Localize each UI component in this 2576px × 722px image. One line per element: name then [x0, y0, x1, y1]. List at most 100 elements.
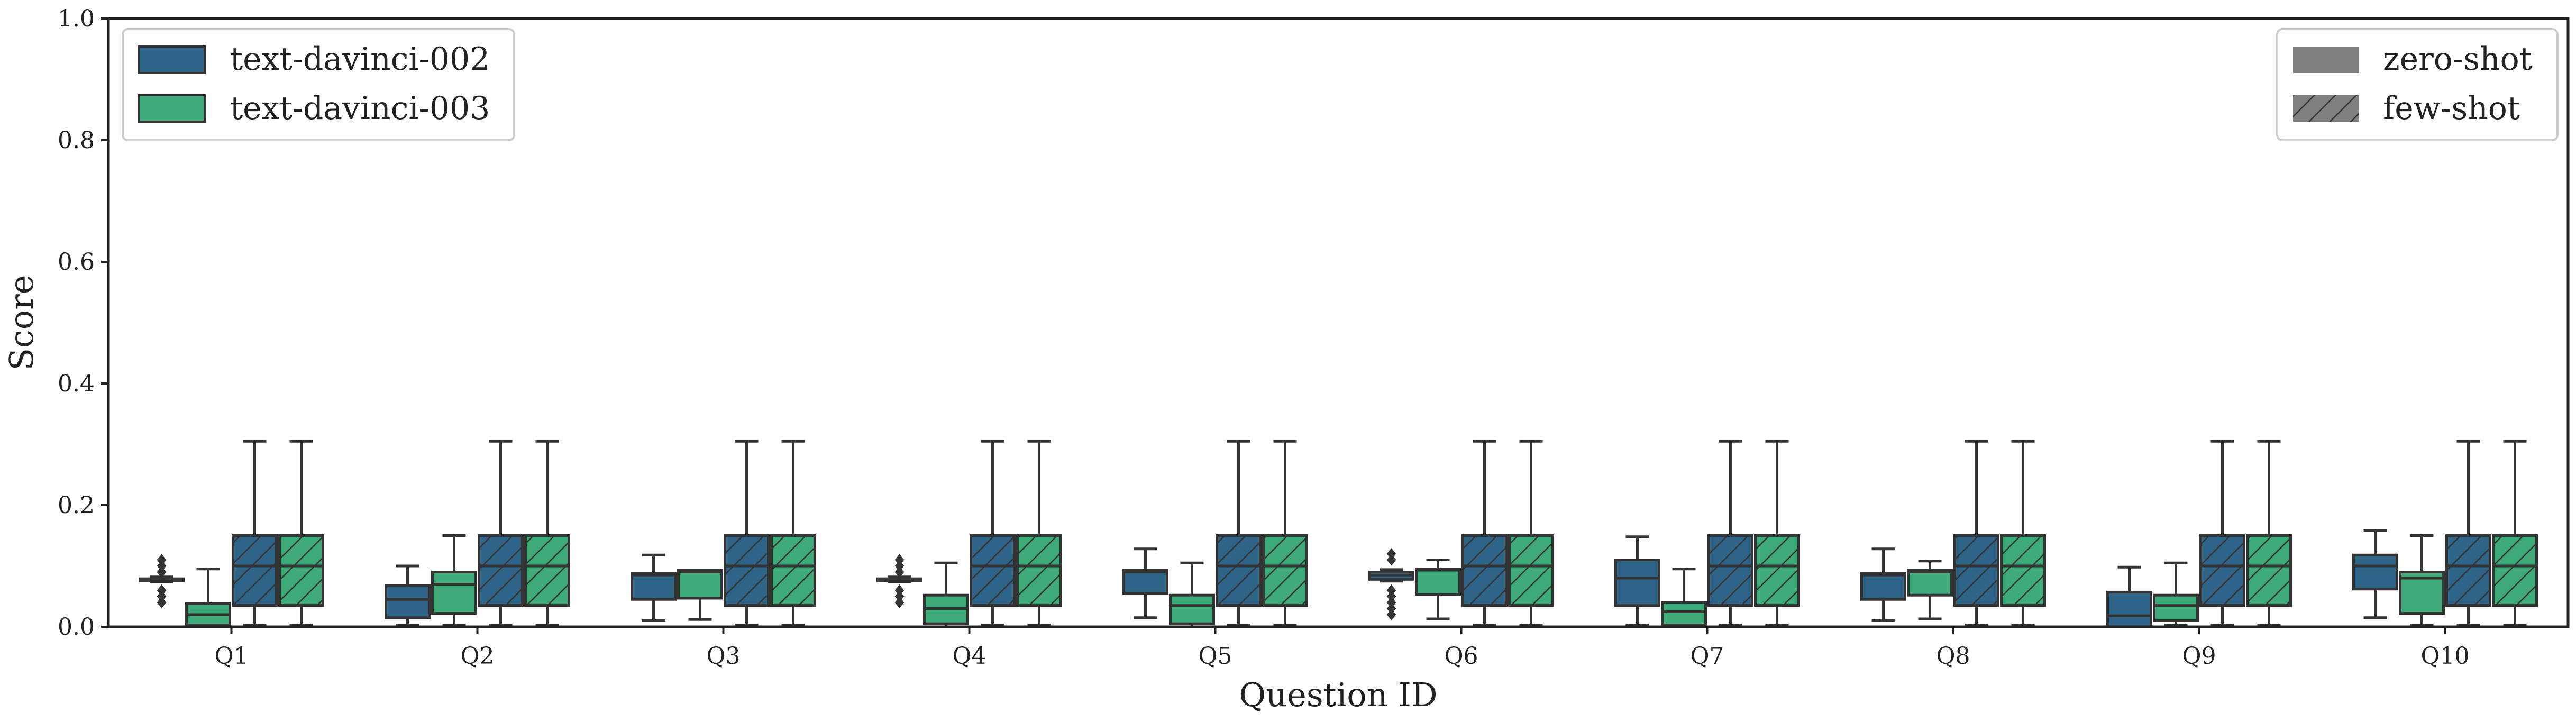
box-q5-text-davinci-003-zero-shot: [1169, 561, 1215, 628]
box-body: [1860, 572, 1906, 601]
box-hatch: [2000, 534, 2046, 607]
flier-point: [894, 566, 905, 578]
box-marks: [139, 440, 2538, 628]
box-q1-text-davinci-002-zero-shot: [139, 554, 185, 608]
box-q1-text-davinci-002-few-shot: [232, 440, 278, 627]
flier-point: [157, 590, 167, 602]
x-tick-label-q10: Q10: [2420, 643, 2469, 670]
box-hatch: [524, 534, 570, 607]
flier-point: [157, 554, 167, 566]
box-hatch: [478, 534, 524, 607]
box-hatch: [1262, 534, 1308, 607]
box-hatch: [1754, 534, 1800, 607]
box-hatch: [232, 534, 278, 607]
box-hatch: [2445, 534, 2491, 607]
x-tick-label-q7: Q7: [1690, 643, 1724, 670]
x-tick-label-q6: Q6: [1444, 643, 1478, 670]
box-hatch: [724, 534, 770, 607]
y-axis: 0.0 0.2 0.4 0.6 0.8 1.0: [58, 5, 108, 641]
y-tick-label: 0.2: [58, 492, 95, 519]
box-body: [2106, 590, 2152, 628]
box-q3-text-davinci-003-few-shot: [770, 440, 816, 627]
box-body: [1907, 569, 1953, 597]
box-q4-text-davinci-003-few-shot: [1016, 440, 1062, 627]
box-body: [2153, 593, 2199, 622]
flier-point: [157, 566, 167, 578]
box-q2-text-davinci-002-few-shot: [478, 440, 524, 627]
x-axis-label: Question ID: [1239, 675, 1437, 714]
x-tick-label-q8: Q8: [1936, 643, 1970, 670]
x-tick-label-q1: Q1: [214, 643, 248, 670]
box-q10-text-davinci-002-zero-shot: [2352, 529, 2398, 619]
x-tick-label-q2: Q2: [460, 643, 494, 670]
box-q6-text-davinci-002-zero-shot: [1368, 548, 1414, 620]
box-q4-text-davinci-002-few-shot: [970, 440, 1016, 627]
box-q9-text-davinci-002-zero-shot: [2106, 565, 2152, 628]
flier-point: [894, 597, 905, 608]
box-hatch: [2199, 534, 2245, 607]
box-hatch: [770, 534, 816, 607]
box-q3-text-davinci-003-zero-shot: [677, 569, 723, 621]
box-q10-text-davinci-003-zero-shot: [2399, 534, 2445, 627]
legend-label-zero-shot: zero-shot: [2383, 41, 2532, 78]
box-q5-text-davinci-002-zero-shot: [1122, 547, 1168, 619]
y-tick-label: 1.0: [58, 5, 95, 32]
box-body: [385, 584, 431, 619]
box-body: [2352, 553, 2398, 591]
flier-point: [1386, 554, 1396, 566]
flier-point: [157, 560, 167, 572]
box-body: [677, 569, 723, 600]
box-q4-text-davinci-002-zero-shot: [876, 554, 922, 608]
box-q10-text-davinci-003-few-shot: [2492, 440, 2538, 627]
box-q8-text-davinci-003-few-shot: [2000, 440, 2046, 627]
flier-point: [894, 560, 905, 572]
box-body: [1614, 559, 1660, 607]
box-hatch: [1216, 534, 1262, 607]
legend-swatch-zero-shot: [2293, 47, 2359, 73]
box-q9-text-davinci-003-few-shot: [2246, 440, 2292, 627]
box-q8-text-davinci-002-zero-shot: [1860, 547, 1906, 622]
box-body: [431, 571, 477, 615]
legend-swatch-few-shot-hatch: [2293, 95, 2359, 122]
box-hatch: [2492, 534, 2538, 607]
legend-swatch-text-davinci-003: [138, 94, 206, 123]
legend-swatch-text-davinci-002: [138, 45, 206, 74]
flier-point: [1386, 602, 1396, 615]
box-body: [1661, 601, 1707, 627]
box-q4-text-davinci-003-zero-shot: [923, 561, 969, 628]
flier-point: [1386, 548, 1396, 560]
box-hatch: [1953, 534, 1999, 607]
box-q9-text-davinci-003-zero-shot: [2153, 561, 2199, 627]
box-q9-text-davinci-002-few-shot: [2199, 440, 2245, 627]
box-q3-text-davinci-002-few-shot: [724, 440, 770, 627]
box-q1-text-davinci-003-few-shot: [278, 440, 324, 627]
y-tick-label: 0.0: [58, 614, 95, 641]
legend-models: text-davinci-002 text-davinci-003: [122, 28, 515, 141]
box-q7-text-davinci-003-few-shot: [1754, 440, 1800, 627]
box-hatch: [1707, 534, 1753, 607]
box-body: [631, 572, 677, 601]
box-q10-text-davinci-002-few-shot: [2445, 440, 2491, 627]
box-q7-text-davinci-003-zero-shot: [1661, 568, 1707, 628]
box-q2-text-davinci-002-zero-shot: [385, 564, 431, 627]
box-hatch: [2246, 534, 2292, 607]
box-q6-text-davinci-002-few-shot: [1461, 440, 1508, 627]
flier-point: [1386, 584, 1396, 596]
box-q5-text-davinci-002-few-shot: [1216, 440, 1262, 627]
flier-point: [1386, 597, 1396, 608]
x-tick-label-q9: Q9: [2182, 643, 2216, 670]
box-hatch: [278, 534, 324, 607]
box-q7-text-davinci-002-zero-shot: [1614, 535, 1660, 627]
y-tick-label: 0.4: [58, 370, 95, 397]
flier-point: [157, 584, 167, 596]
box-q8-text-davinci-003-zero-shot: [1907, 560, 1953, 620]
box-q5-text-davinci-003-few-shot: [1262, 440, 1308, 627]
box-body: [1122, 569, 1168, 595]
box-hatch: [970, 534, 1016, 607]
x-tick-label-q4: Q4: [952, 643, 986, 670]
flier-point: [1386, 609, 1396, 620]
box-q8-text-davinci-002-few-shot: [1953, 440, 1999, 627]
box-q6-text-davinci-003-few-shot: [1508, 440, 1554, 627]
x-tick-label-q5: Q5: [1198, 643, 1232, 670]
